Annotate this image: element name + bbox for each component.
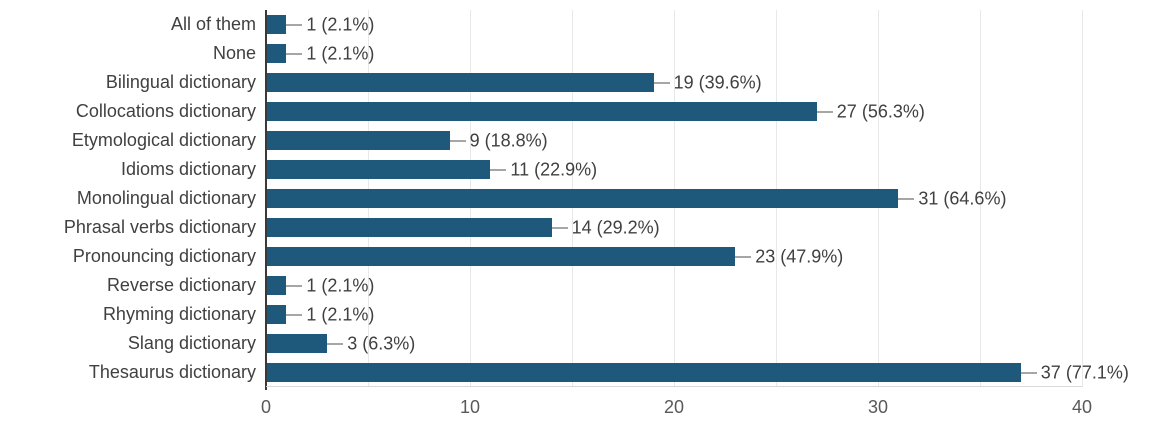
leader-line <box>898 197 915 200</box>
leader-line <box>816 110 833 113</box>
x-tick-label: 40 <box>1071 397 1093 417</box>
leader-line <box>286 313 303 316</box>
value-label: 11 (22.9%) <box>510 159 598 179</box>
bar <box>266 102 817 121</box>
gridline <box>1082 10 1083 387</box>
bar <box>266 73 654 92</box>
x-tick-label: 30 <box>867 397 889 417</box>
category-label: Slang dictionary <box>127 333 256 353</box>
value-label: 1 (2.1%) <box>306 14 375 34</box>
leader-line <box>286 284 303 287</box>
x-axis-line <box>266 386 1082 387</box>
category-label: Etymological dictionary <box>71 130 256 150</box>
bar <box>266 160 491 179</box>
value-label: 14 (29.2%) <box>571 217 660 237</box>
x-tick-label: 20 <box>663 397 685 417</box>
value-label: 23 (47.9%) <box>755 246 844 266</box>
x-tick-label: 0 <box>260 397 271 417</box>
value-label: 31 (64.6%) <box>918 188 1007 208</box>
category-label: Collocations dictionary <box>75 101 256 121</box>
leader-line <box>327 342 344 345</box>
category-label: Monolingual dictionary <box>76 188 256 208</box>
bar <box>266 131 450 150</box>
leader-line <box>1020 371 1037 374</box>
y-axis-line <box>265 10 267 390</box>
category-label: Bilingual dictionary <box>105 72 256 92</box>
leader-line <box>735 255 752 258</box>
bar <box>266 363 1021 382</box>
category-label: Idioms dictionary <box>120 159 256 179</box>
category-label: Rhyming dictionary <box>102 304 256 324</box>
value-label: 27 (56.3%) <box>836 101 925 121</box>
bar <box>266 189 899 208</box>
value-label: 37 (77.1%) <box>1040 362 1129 382</box>
bar <box>266 305 287 324</box>
value-label: 19 (39.6%) <box>673 72 762 92</box>
value-label: 1 (2.1%) <box>306 304 375 324</box>
gridline <box>980 10 981 387</box>
category-label: Phrasal verbs dictionary <box>63 217 256 237</box>
leader-line <box>286 52 303 55</box>
leader-line <box>653 81 670 84</box>
value-label: 9 (18.8%) <box>469 130 548 150</box>
bar <box>266 276 287 295</box>
x-tick-label: 10 <box>459 397 481 417</box>
value-label: 3 (6.3%) <box>347 333 416 353</box>
category-label: None <box>212 43 256 63</box>
leader-line <box>286 23 303 26</box>
category-label: All of them <box>170 14 256 34</box>
category-label: Reverse dictionary <box>106 275 256 295</box>
category-label: Thesaurus dictionary <box>88 362 256 382</box>
bar <box>266 247 736 266</box>
leader-line <box>551 226 568 229</box>
bar <box>266 15 287 34</box>
bar <box>266 218 552 237</box>
leader-line <box>490 168 507 171</box>
value-label: 1 (2.1%) <box>306 43 375 63</box>
leader-line <box>449 139 466 142</box>
value-label: 1 (2.1%) <box>306 275 375 295</box>
category-label: Pronouncing dictionary <box>72 246 256 266</box>
bar <box>266 44 287 63</box>
bar <box>266 334 328 353</box>
